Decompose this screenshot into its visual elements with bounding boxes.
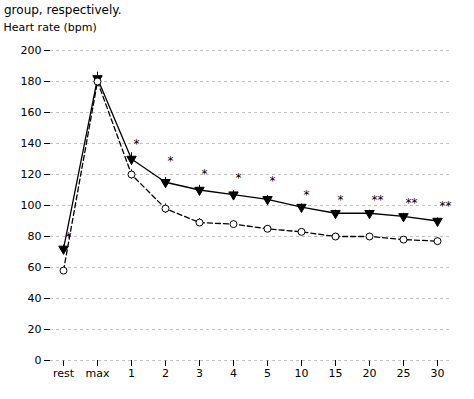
svg-text:rest: rest (53, 367, 75, 380)
svg-text:**: ** (440, 199, 452, 213)
svg-text:*: * (338, 193, 344, 207)
svg-text:60: 60 (28, 261, 42, 274)
svg-text:30: 30 (431, 367, 445, 380)
svg-text:120: 120 (21, 168, 42, 181)
html-text:group, respectively.: group, respectively. (4, 3, 122, 17)
svg-text:0: 0 (35, 354, 42, 367)
svg-text:*: * (270, 174, 276, 188)
svg-text:**: ** (372, 193, 384, 207)
svg-text:*: * (134, 137, 140, 151)
svg-text:15: 15 (329, 367, 343, 380)
svg-text:25: 25 (397, 367, 411, 380)
svg-text:*: * (202, 167, 208, 181)
svg-text:20: 20 (28, 323, 42, 336)
svg-text:20: 20 (363, 367, 377, 380)
svg-text:3: 3 (196, 367, 203, 380)
svg-text:Heart rate (bpm): Heart rate (bpm) (4, 21, 97, 34)
svg-text:100: 100 (21, 199, 42, 212)
svg-text:**: ** (406, 196, 418, 210)
svg-text:200: 200 (21, 44, 42, 57)
svg-text:2: 2 (162, 367, 169, 380)
svg-text:*: * (66, 230, 72, 244)
svg-text:*: * (236, 171, 242, 185)
svg-text:1: 1 (128, 367, 135, 380)
svg-text:max: max (86, 367, 110, 380)
svg-text:*: * (168, 154, 174, 168)
svg-text:40: 40 (28, 292, 42, 305)
svg-text:*: * (304, 188, 310, 202)
svg-text:140: 140 (21, 137, 42, 150)
svg-text:160: 160 (21, 106, 42, 119)
svg-text:180: 180 (21, 75, 42, 88)
svg-text:5: 5 (264, 367, 271, 380)
svg-text:80: 80 (28, 230, 42, 243)
svg-text:4: 4 (230, 367, 237, 380)
svg-text:10: 10 (295, 367, 309, 380)
